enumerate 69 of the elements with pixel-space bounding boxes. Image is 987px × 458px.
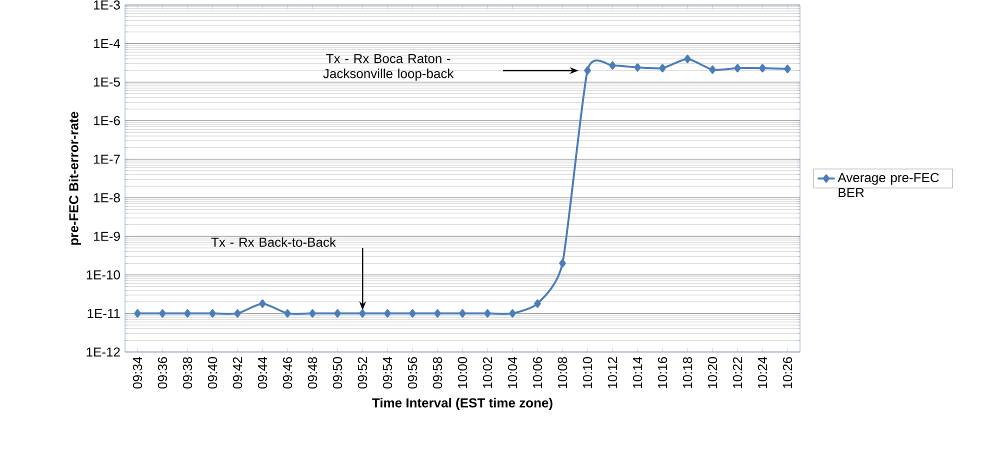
x-tick-label: 10:16: [658, 357, 668, 388]
annotation: Tx - Rx Boca Raton - Jacksonville loop-back: [323, 54, 454, 81]
x-tick-label: 09:48: [308, 357, 318, 389]
x-tick-label: 10:26: [782, 357, 792, 388]
point: [359, 309, 366, 318]
x-tick-label: 10:00: [458, 357, 468, 388]
point: [459, 309, 466, 318]
y-tick-label: 1E-8: [94, 193, 120, 202]
x-tick-label: 09:50: [332, 357, 342, 389]
x-tick-label: 09:54: [382, 356, 392, 389]
point: [309, 309, 316, 318]
point: [659, 64, 666, 72]
x-axis-title: Time Interval (EST time zone): [372, 398, 552, 410]
x-tick-label: 09:38: [182, 357, 192, 389]
y-tick-label: 1E-5: [94, 78, 120, 87]
point: [709, 65, 716, 74]
point: [584, 66, 591, 75]
y-tick-label: 1E-4: [94, 39, 120, 48]
point: [559, 259, 566, 268]
x-tick-label: 10:24: [758, 356, 768, 388]
point: [634, 63, 641, 72]
point: [534, 299, 541, 308]
point: [159, 309, 166, 318]
x-tick-label: 09:40: [208, 357, 218, 389]
point: [334, 309, 341, 318]
x-tick-label: 10:04: [508, 356, 518, 388]
point: [409, 309, 416, 318]
point: [184, 309, 191, 318]
x-tick-label: 09:34: [132, 356, 142, 389]
point: [434, 309, 441, 318]
y-tick-label: 1E-6: [94, 116, 120, 126]
point: [759, 64, 766, 72]
x-tick-label: 10:20: [708, 357, 718, 388]
point: [509, 309, 516, 318]
x-tick-label: 10:22: [732, 357, 742, 388]
y-axis-title: pre-FEC Bit-error-rate: [68, 112, 81, 245]
x-tick-label: 10:06: [532, 357, 542, 388]
point: [384, 309, 391, 318]
legend-label: Average pre-FEC BER: [838, 172, 939, 198]
point: [734, 64, 741, 72]
point: [284, 309, 291, 318]
x-tick-label: 10:02: [482, 357, 492, 388]
x-tick-label: 09:42: [232, 357, 242, 389]
point: [609, 61, 616, 70]
y-tick-label: 1E-7: [94, 154, 120, 164]
annotation: Tx - Rx Back-to-Back: [211, 237, 336, 247]
y-tick-label: 1E-9: [94, 232, 120, 241]
point: [134, 309, 141, 318]
point: [484, 309, 491, 318]
x-tick-label: 10:18: [682, 357, 692, 388]
point: [234, 309, 241, 318]
point: [259, 299, 266, 308]
y-tick-label: 1E-10: [86, 270, 120, 280]
x-tick-label: 09:46: [282, 357, 292, 389]
x-tick-label: 10:12: [608, 357, 618, 388]
point: [209, 309, 216, 318]
x-tick-label: 09:44: [258, 356, 268, 389]
x-tick-label: 10:10: [582, 357, 592, 388]
y-tick-label: 1E-11: [88, 308, 120, 318]
x-tick-label: 10:14: [632, 356, 642, 388]
y-tick-label: 1E-3: [94, 0, 120, 10]
x-tick-label: 09:56: [408, 357, 418, 389]
x-tick-label: 10:08: [558, 357, 568, 388]
point: [684, 54, 691, 64]
x-tick-label: 09:58: [432, 357, 442, 389]
x-tick-label: 09:36: [158, 357, 168, 389]
x-tick-label: 09:52: [358, 357, 368, 389]
point: [784, 64, 791, 74]
y-tick-label: 1E-12: [86, 347, 120, 357]
